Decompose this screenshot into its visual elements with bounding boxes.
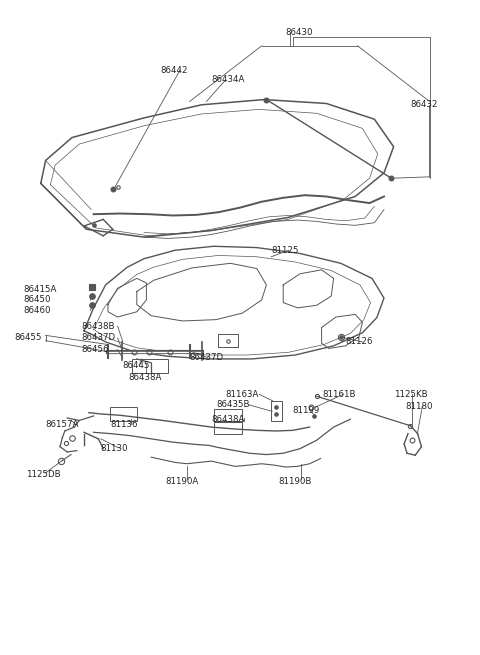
Text: 86455: 86455 xyxy=(14,333,42,343)
Text: 86438A: 86438A xyxy=(129,373,162,382)
Text: 86460: 86460 xyxy=(23,306,50,315)
Text: 86415A: 86415A xyxy=(23,285,57,294)
Text: 86456: 86456 xyxy=(82,345,109,354)
Text: 86438B: 86438B xyxy=(82,322,115,331)
Text: 86435B: 86435B xyxy=(216,400,250,409)
Text: 81190B: 81190B xyxy=(278,477,312,486)
Text: 1125DB: 1125DB xyxy=(26,470,61,479)
Text: 86157A: 86157A xyxy=(46,420,79,429)
Text: 86434A: 86434A xyxy=(211,75,245,84)
Text: 1125KB: 1125KB xyxy=(394,390,427,399)
Text: 86437D: 86437D xyxy=(82,333,116,343)
Text: 86438A: 86438A xyxy=(211,415,245,424)
Text: 86450: 86450 xyxy=(23,295,50,305)
Text: 81126: 81126 xyxy=(346,337,373,346)
Text: 86430: 86430 xyxy=(286,28,313,37)
Text: 86432: 86432 xyxy=(410,100,438,109)
Text: 81180: 81180 xyxy=(406,402,433,411)
Text: 81130: 81130 xyxy=(101,443,128,453)
Text: 81136: 81136 xyxy=(110,420,138,429)
Text: 81125: 81125 xyxy=(271,246,299,255)
Text: 86442: 86442 xyxy=(161,66,188,75)
Text: 81190A: 81190A xyxy=(166,477,199,486)
Text: 86445: 86445 xyxy=(122,361,150,370)
Text: 81161B: 81161B xyxy=(323,390,356,399)
Text: 86437D: 86437D xyxy=(190,353,224,362)
Text: 81199: 81199 xyxy=(293,405,320,415)
Text: 81163A: 81163A xyxy=(226,390,259,399)
